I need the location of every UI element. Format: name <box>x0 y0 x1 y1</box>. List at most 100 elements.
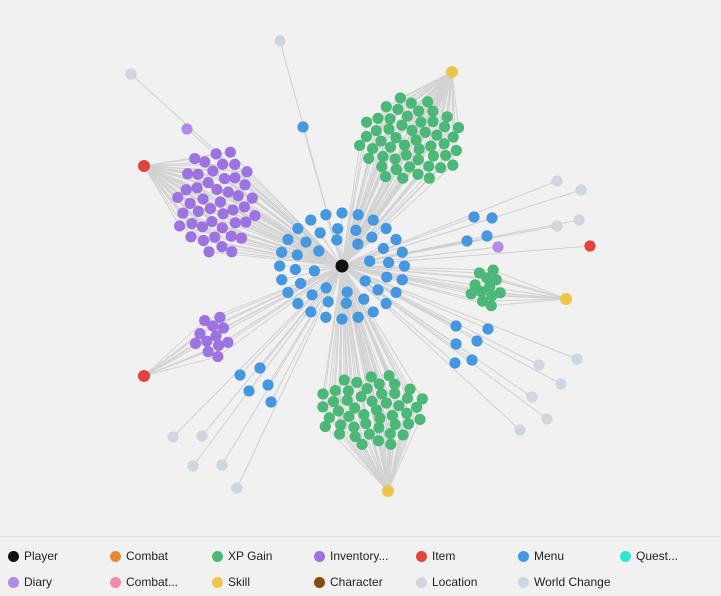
menu-node[interactable] <box>381 271 393 283</box>
menu-node[interactable] <box>390 286 402 299</box>
xp-gain-node[interactable] <box>380 171 392 183</box>
menu-node[interactable] <box>359 275 371 287</box>
inventory-node[interactable] <box>211 183 223 196</box>
menu-node[interactable] <box>341 286 353 298</box>
diary-node[interactable] <box>492 241 504 253</box>
menu-node[interactable] <box>291 249 303 261</box>
menu-node[interactable] <box>234 369 246 381</box>
xp-gain-node[interactable] <box>332 405 345 417</box>
menu-node[interactable] <box>265 396 277 408</box>
inventory-node[interactable] <box>191 182 203 194</box>
inventory-node[interactable] <box>226 246 238 258</box>
legend-item[interactable]: Character <box>314 573 383 591</box>
legend-item[interactable]: World Change <box>518 573 611 591</box>
xp-gain-node[interactable] <box>439 121 451 133</box>
menu-node[interactable] <box>243 385 255 397</box>
legend-item[interactable]: Quest... <box>620 547 678 565</box>
inventory-node[interactable] <box>184 197 196 209</box>
xp-gain-node[interactable] <box>401 110 413 122</box>
inventory-node[interactable] <box>201 335 213 347</box>
xp-gain-node[interactable] <box>406 124 418 136</box>
menu-node[interactable] <box>320 311 332 323</box>
xp-gain-node[interactable] <box>396 119 408 131</box>
inventory-node[interactable] <box>180 184 192 196</box>
menu-node[interactable] <box>449 357 461 369</box>
inventory-node[interactable] <box>241 166 253 178</box>
xp-gain-node[interactable] <box>392 103 404 115</box>
xp-gain-node[interactable] <box>423 160 435 172</box>
inventory-node[interactable] <box>224 146 236 158</box>
legend-item[interactable]: Diary <box>8 573 52 591</box>
inventory-node[interactable] <box>209 231 221 243</box>
inventory-node[interactable] <box>214 311 226 323</box>
inventory-node[interactable] <box>194 328 206 340</box>
inventory-node[interactable] <box>197 193 209 205</box>
menu-node[interactable] <box>382 256 395 269</box>
menu-node[interactable] <box>486 212 498 224</box>
menu-node[interactable] <box>305 214 317 226</box>
xp-gain-node[interactable] <box>441 111 453 123</box>
inventory-node[interactable] <box>210 148 222 160</box>
xp-gain-node[interactable] <box>447 131 459 143</box>
location-node[interactable] <box>125 68 137 80</box>
xp-gain-node[interactable] <box>349 430 361 443</box>
menu-node[interactable] <box>372 284 384 296</box>
menu-node[interactable] <box>306 289 318 301</box>
menu-node[interactable] <box>331 234 343 246</box>
legend-item[interactable]: Location <box>416 573 477 591</box>
xp-gain-node[interactable] <box>402 418 415 430</box>
inventory-node[interactable] <box>189 337 202 350</box>
xp-gain-node[interactable] <box>427 115 439 128</box>
xp-gain-node[interactable] <box>447 159 459 171</box>
inventory-node[interactable] <box>212 350 224 363</box>
xp-gain-node[interactable] <box>317 401 329 413</box>
xp-gain-node[interactable] <box>389 378 401 390</box>
xp-gain-node[interactable] <box>383 123 395 135</box>
location-node[interactable] <box>551 175 563 187</box>
xp-gain-node[interactable] <box>450 144 462 157</box>
xp-gain-node[interactable] <box>476 295 489 307</box>
legend-item[interactable]: XP Gain <box>212 547 272 565</box>
inventory-node[interactable] <box>218 173 231 185</box>
menu-node[interactable] <box>352 311 364 323</box>
xp-gain-node[interactable] <box>389 387 401 399</box>
xp-gain-node[interactable] <box>411 401 423 413</box>
xp-gain-node[interactable] <box>327 395 340 408</box>
xp-gain-node[interactable] <box>435 162 447 174</box>
menu-node[interactable] <box>367 214 379 226</box>
xp-gain-node[interactable] <box>366 395 378 407</box>
xp-gain-node[interactable] <box>427 150 439 162</box>
menu-node[interactable] <box>380 222 392 235</box>
xp-gain-node[interactable] <box>360 130 373 143</box>
menu-node[interactable] <box>274 260 286 272</box>
menu-node[interactable] <box>352 209 364 221</box>
xp-gain-node[interactable] <box>401 392 414 404</box>
inventory-node[interactable] <box>203 246 215 258</box>
xp-gain-node[interactable] <box>383 370 395 382</box>
menu-node[interactable] <box>390 233 402 246</box>
inventory-node[interactable] <box>192 205 204 217</box>
xp-gain-node[interactable] <box>490 274 502 286</box>
location-node[interactable] <box>274 35 286 47</box>
menu-node[interactable] <box>313 245 325 257</box>
legend-item[interactable]: Skill <box>212 573 250 591</box>
xp-gain-node[interactable] <box>390 163 403 176</box>
inventory-node[interactable] <box>172 191 184 204</box>
xp-gain-node[interactable] <box>329 384 341 397</box>
skill-node[interactable] <box>446 66 458 78</box>
xp-gain-node[interactable] <box>374 412 386 424</box>
xp-gain-node[interactable] <box>349 402 361 414</box>
xp-gain-node[interactable] <box>317 388 329 400</box>
xp-gain-node[interactable] <box>484 281 496 293</box>
xp-gain-node[interactable] <box>360 116 373 128</box>
menu-node[interactable] <box>366 231 378 243</box>
menu-node[interactable] <box>282 286 294 299</box>
menu-node[interactable] <box>466 354 478 366</box>
inventory-node[interactable] <box>216 158 229 170</box>
xp-gain-node[interactable] <box>354 139 366 152</box>
xp-gain-node[interactable] <box>394 92 406 104</box>
xp-gain-node[interactable] <box>376 388 388 400</box>
menu-node[interactable] <box>282 233 294 246</box>
inventory-node[interactable] <box>182 168 194 180</box>
xp-gain-node[interactable] <box>412 154 424 166</box>
